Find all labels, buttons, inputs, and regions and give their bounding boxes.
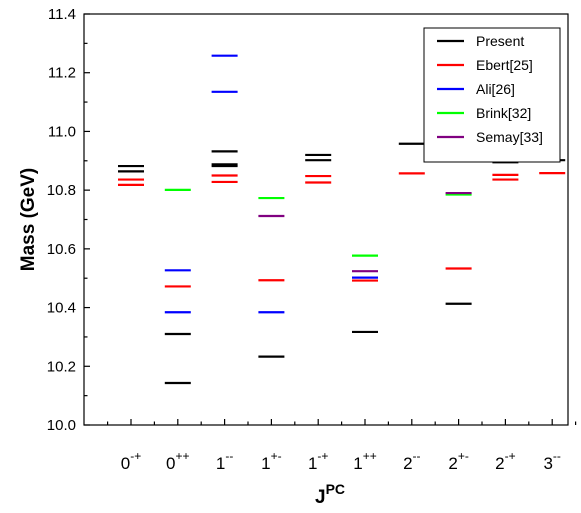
x-tick-label: 2-+: [495, 449, 515, 473]
y-tick-label: 11.4: [48, 6, 76, 23]
x-axis-title: JPC: [315, 481, 345, 508]
x-tick-label: 1+-: [261, 449, 281, 473]
legend-label: Brink[32]: [476, 105, 531, 121]
y-tick-label: 10.8: [47, 182, 76, 199]
y-tick-label: 10.4: [47, 300, 76, 317]
x-tick-label: 3--: [543, 449, 560, 473]
x-tick-label: 2--: [403, 449, 420, 473]
x-tick-label: 1--: [216, 449, 233, 473]
x-tick-label: 0-+: [121, 449, 141, 473]
x-tick-label: 1++: [353, 449, 376, 473]
y-tick-label: 11.2: [48, 65, 76, 82]
legend-box: [423, 27, 561, 163]
y-tick-label: 11.0: [48, 123, 76, 140]
y-tick-label: 10.6: [47, 241, 76, 258]
x-tick-label: 0++: [166, 449, 189, 473]
legend-label: Semay[33]: [476, 129, 543, 145]
legend-label: Ebert[25]: [476, 57, 533, 73]
legend-label: Present: [476, 33, 524, 49]
y-tick-label: 10.2: [47, 358, 76, 375]
y-axis-title: Mass (GeV): [18, 168, 39, 271]
x-tick-label: 2+-: [448, 449, 468, 473]
legend-label: Ali[26]: [476, 81, 515, 97]
y-tick-label: 10.0: [47, 417, 76, 434]
axes: 10.0 10.2 10.4 10.6 10.8 11.0 11.2 11.4 0-+ 0++ 1-…: [18, 6, 577, 508]
x-tick-label: 1-+: [308, 449, 328, 473]
legend: Present Ebert[25] Ali[26] Brink[32] Semay[33…: [423, 27, 561, 163]
